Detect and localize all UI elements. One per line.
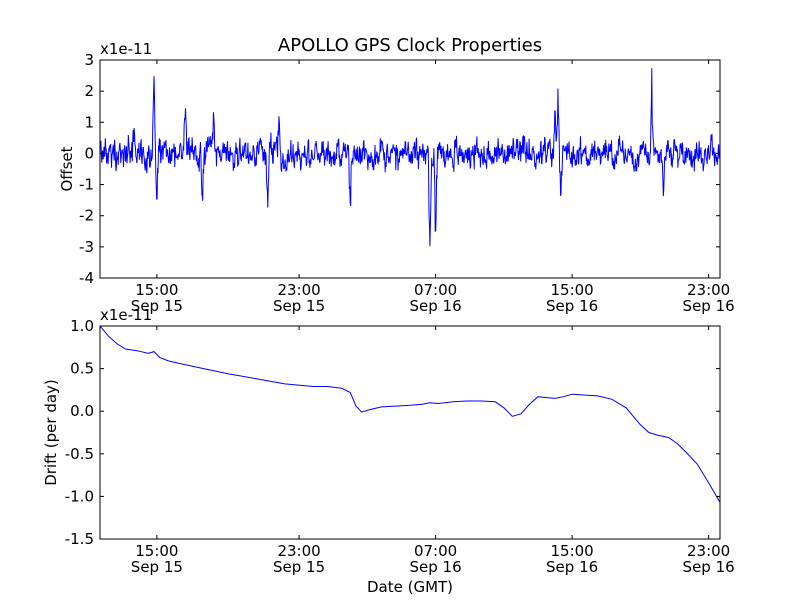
x-tick-label-time: 07:00 [414,281,457,299]
y-tick-label: 0.0 [70,402,94,420]
x-tick-label-time: 15:00 [550,281,593,299]
x-tick-label-date: Sep 15 [273,558,325,576]
y-axis-label: Drift (per day) [42,379,60,486]
y-tick-label: -2 [79,207,94,225]
x-tick-label-date: Sep 15 [131,297,183,315]
y-scale-label: x1e-11 [100,40,152,58]
x-tick-label-time: 23:00 [687,542,730,560]
y-tick-label: 1 [84,113,94,131]
y-tick-label: 0 [84,144,94,162]
y-tick-label: -4 [79,269,94,287]
y-tick-label: -1.0 [65,487,94,505]
drift-line [100,326,720,503]
chart-title: APOLLO GPS Clock Properties [278,35,542,56]
x-tick-label-time: 23:00 [277,542,320,560]
y-tick-label: 3 [84,51,94,69]
x-tick-label-date: Sep 16 [683,558,735,576]
y-tick-label: -1 [79,176,94,194]
y-tick-label: 2 [84,82,94,100]
x-tick-label-date: Sep 16 [546,297,598,315]
x-tick-label-date: Sep 16 [410,297,462,315]
y-tick-label: -0.5 [65,445,94,463]
y-tick-label: -1.5 [65,530,94,548]
plot-frame [99,59,721,279]
x-tick-label-date: Sep 16 [683,297,735,315]
y-tick-label: -3 [79,238,94,256]
offset-line [100,68,720,247]
y-tick-label: 0.5 [70,360,94,378]
x-tick-label-date: Sep 16 [546,558,598,576]
y-axis-label: Offset [58,146,76,191]
x-tick-label-date: Sep 15 [273,297,325,315]
y-tick-label: 1.0 [70,317,94,335]
x-tick-label-date: Sep 15 [131,558,183,576]
x-tick-label-date: Sep 16 [410,558,462,576]
x-tick-label-time: 15:00 [135,542,178,560]
plot-frame [99,325,721,540]
y-scale-label: x1e-11 [100,306,152,324]
x-tick-label-time: 15:00 [550,542,593,560]
x-tick-label-time: 23:00 [277,281,320,299]
x-tick-label-time: 15:00 [135,281,178,299]
x-tick-label-time: 07:00 [414,542,457,560]
x-axis-label: Date (GMT) [367,578,453,596]
x-tick-label-time: 23:00 [687,281,730,299]
